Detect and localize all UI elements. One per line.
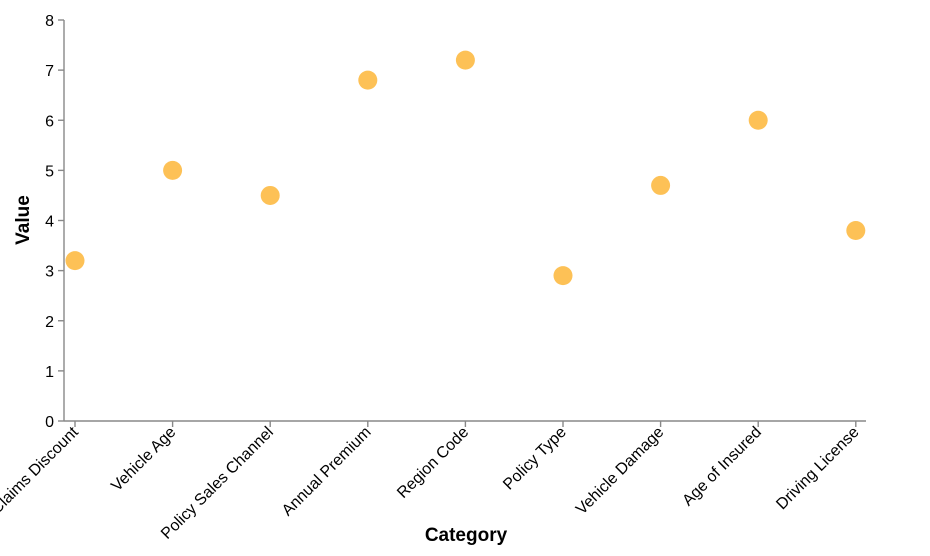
y-tick-label: 7 — [45, 63, 54, 80]
x-axis-title: Category — [425, 525, 508, 546]
data-point — [358, 70, 378, 90]
y-tick-label: 2 — [45, 314, 54, 331]
x-tick-label: Vehicle Age — [108, 424, 179, 495]
y-axis: 0 1 2 3 4 5 6 7 8 — [45, 13, 65, 431]
data-point — [748, 110, 768, 130]
data-point — [846, 221, 866, 241]
data-point — [553, 266, 573, 286]
y-tick-label: 4 — [45, 214, 54, 231]
x-tick-label: Policy Type — [500, 424, 570, 494]
x-tick-label: Age of Insured — [679, 424, 765, 510]
y-tick-label: 6 — [45, 113, 54, 130]
data-point — [455, 50, 475, 70]
data-point — [65, 251, 85, 271]
x-tick-label: No Claims Discount — [0, 423, 82, 535]
y-tick-label: 0 — [45, 414, 54, 431]
data-point — [163, 160, 183, 180]
y-tick-label: 8 — [45, 13, 54, 30]
y-tick-label: 1 — [45, 364, 54, 381]
x-tick-label: Driving License — [773, 424, 862, 513]
x-tick-label: Annual Premium — [279, 424, 375, 520]
data-points — [65, 50, 866, 286]
y-tick-label: 3 — [45, 264, 54, 281]
x-tick-label: Vehicle Damage — [573, 424, 667, 518]
x-tick-label: Region Code — [394, 424, 472, 502]
data-point — [651, 175, 671, 195]
y-tick-label: 5 — [45, 163, 54, 180]
x-tick-label: Policy Sales Channel — [158, 424, 277, 543]
data-point — [260, 185, 280, 205]
y-axis-title: Value — [13, 195, 34, 245]
